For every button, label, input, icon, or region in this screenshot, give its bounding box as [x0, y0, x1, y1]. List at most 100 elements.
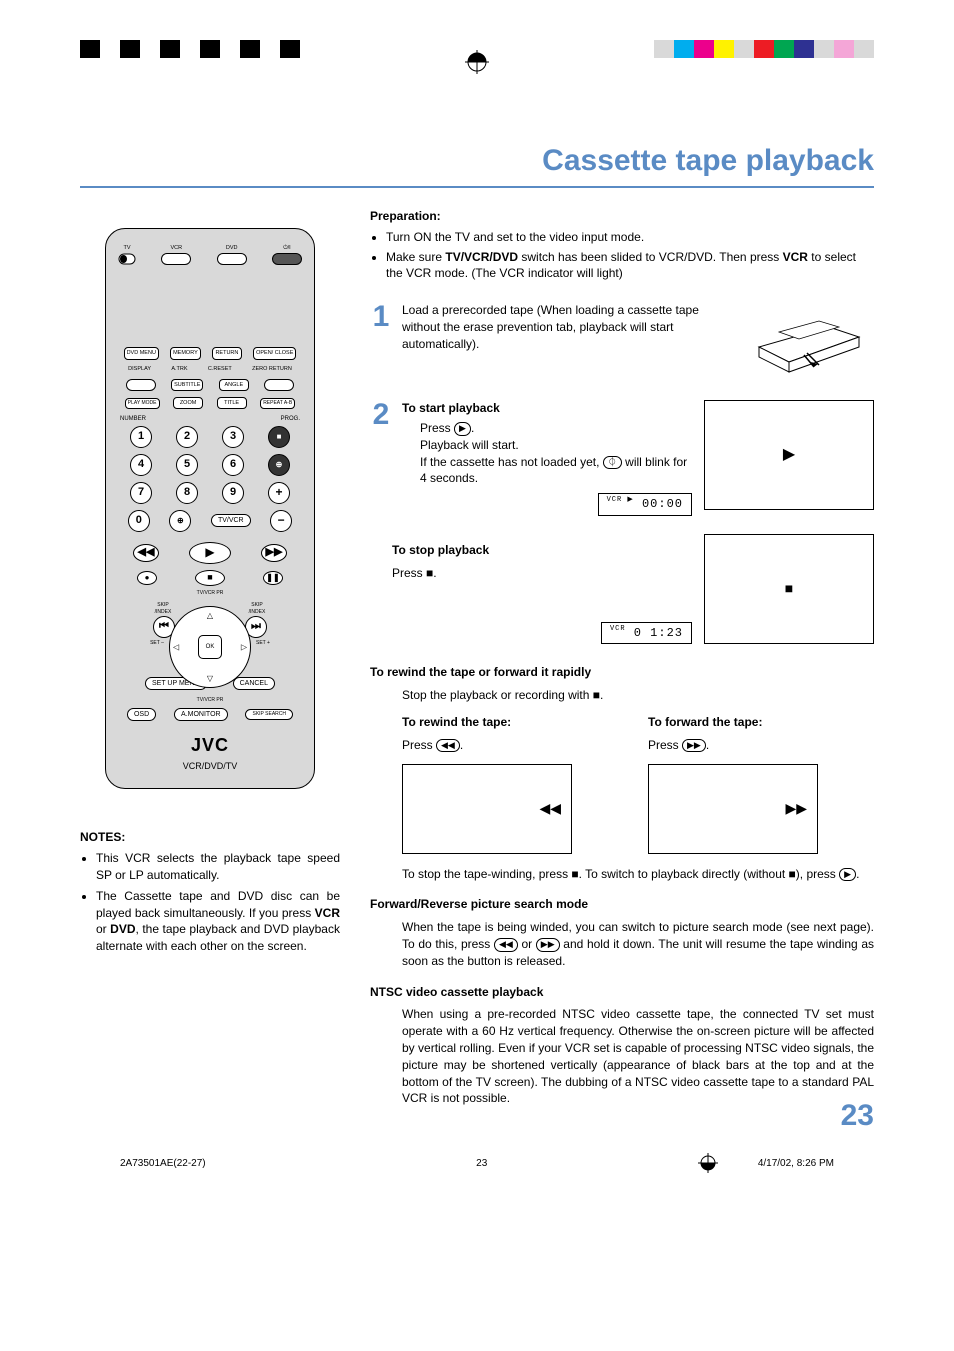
skip-right-label: SKIP /INDEX	[243, 602, 271, 616]
preparation-section: Preparation: Turn ON the TV and set to t…	[370, 208, 874, 282]
forward-button: ▶▶	[261, 544, 287, 562]
tvvcrpr-up-label: TV/VCR PR	[197, 590, 224, 597]
note-item: The Cassette tape and DVD disc can be pl…	[96, 888, 340, 955]
display-label: DISPLAY	[128, 366, 151, 374]
forward-icon: ▶▶	[682, 739, 706, 753]
set-plus-label: SET +	[253, 640, 273, 647]
footer-page: 23	[476, 1157, 487, 1171]
notes-section: NOTES: This VCR selects the playback tap…	[80, 829, 340, 955]
num-0: 0	[128, 510, 150, 532]
angle-button: ANGLE	[219, 379, 249, 391]
power-button	[272, 253, 302, 265]
stop-button: ■	[195, 570, 225, 586]
rewind-button: ◀◀	[133, 544, 159, 562]
rewind-title: To rewind the tape or forward it rapidly	[370, 664, 874, 681]
rewind-subtitle: To rewind the tape:	[402, 714, 628, 731]
minus-button: −	[270, 510, 292, 532]
play-icon: ▶	[839, 868, 856, 882]
prep-item: Turn ON the TV and set to the video inpu…	[386, 229, 874, 246]
cancel-button: CANCEL	[233, 677, 275, 690]
play-button: ▶	[189, 542, 231, 564]
timer-button: ⊕	[268, 454, 290, 476]
tv-input-button: ⊕	[169, 510, 191, 532]
registration-bars-bw	[80, 40, 300, 58]
zero-return-button	[264, 379, 294, 391]
page-body: Cassette tape playback TV VCR DVD ⏻/I DV…	[0, 140, 954, 1147]
remote-illustration: TV VCR DVD ⏻/I DVD MENU MEMORY RETURN OP…	[105, 228, 315, 789]
prog-label: PROG.	[281, 415, 300, 423]
tvvcrpr-dn-label: TV/VCR PR	[197, 697, 224, 704]
footer-doc-id: 2A73501AE(22-27)	[120, 1157, 206, 1171]
forward-icon: ▶▶	[536, 938, 560, 952]
openclose-button: OPEN/ CLOSE	[253, 347, 296, 359]
num-4: 4	[130, 454, 152, 476]
play-icon: ▶	[454, 422, 471, 436]
footer: 2A73501AE(22-27) 23 4/17/02, 8:26 PM	[0, 1147, 954, 1201]
forward-subtitle: To forward the tape:	[648, 714, 874, 731]
num-6: 6	[222, 454, 244, 476]
ntsc-section: NTSC video cassette playback When using …	[370, 984, 874, 1108]
vcr-button	[161, 253, 191, 265]
rewind-section: To rewind the tape or forward it rapidly…	[370, 664, 874, 882]
notes-heading: NOTES:	[80, 829, 340, 846]
picsearch-title: Forward/Reverse picture search mode	[370, 896, 874, 913]
memory-button: MEMORY	[170, 347, 201, 359]
title-button: TITLE	[217, 397, 247, 409]
stop-text: Press ■.	[392, 565, 692, 582]
picsearch-section: Forward/Reverse picture search mode When…	[370, 896, 874, 969]
number-label: NUMBER	[120, 415, 146, 423]
step-text: Load a prerecorded tape (When loading a …	[402, 302, 732, 352]
forward-press: Press ▶▶.	[648, 737, 874, 754]
subtitle-button: SUBTITLE	[171, 379, 203, 391]
zoom-button: ZOOM	[173, 397, 203, 409]
rewind-diagram: ◀◀	[402, 764, 572, 854]
remote-tv-label: TV	[118, 245, 136, 253]
plus-button: +	[268, 482, 290, 504]
step-1: 1 Load a prerecorded tape (When loading …	[370, 302, 874, 382]
step-title: To start playback	[402, 400, 692, 417]
note-item: This VCR selects the playback tape speed…	[96, 850, 340, 884]
dpad: SKIP /INDEX SKIP /INDEX SET – SET + TV/V…	[155, 592, 265, 702]
repeat-button: REPEAT A-B	[260, 398, 295, 410]
rewind-after: To stop the tape-winding, press ■. To sw…	[402, 866, 874, 883]
rec-button: ●	[137, 571, 157, 585]
page-title: Cassette tape playback	[80, 140, 874, 188]
creset-label: C.RESET	[208, 366, 232, 374]
set-minus-label: SET –	[147, 640, 167, 647]
ok-button: OK	[198, 635, 222, 659]
dvdmenu-button: DVD MENU	[124, 347, 159, 359]
remote-dvd-label: DVD	[217, 245, 247, 253]
stop-title: To stop playback	[392, 542, 692, 559]
rewind-icon: ◀◀	[494, 938, 518, 952]
rewind-icon: ◀◀	[436, 739, 460, 753]
cassette-insert-illustration	[744, 302, 874, 382]
display-button	[126, 379, 156, 391]
num-5: 5	[176, 454, 198, 476]
osd-button: OSD	[127, 708, 156, 721]
picsearch-text: When the tape is being winded, you can s…	[370, 919, 874, 969]
tvvcr-button: TV/VCR	[211, 514, 251, 527]
ntsc-text: When using a pre-recorded NTSC video cas…	[370, 1006, 874, 1107]
dvd-button	[217, 253, 247, 265]
amonitor-button: A.MONITOR	[174, 708, 228, 721]
lcd-display: VCR ▶ 00:00	[598, 493, 692, 516]
pause-button: ❚❚	[263, 571, 283, 585]
page-number: 23	[841, 1095, 874, 1137]
playmode-button: PLAY MODE	[125, 398, 160, 410]
num-8: 8	[176, 482, 198, 504]
stop-section: To stop playback Press ■. VCR 0 1:23 ■	[370, 534, 874, 644]
skipsearch-button: SKIP SEARCH	[245, 709, 293, 720]
num-7: 7	[130, 482, 152, 504]
num-2: 2	[176, 426, 198, 448]
zeroreturn-label: ZERO RETURN	[252, 366, 292, 374]
atrk-label: A.TRK	[171, 366, 187, 374]
step-text: Press ▶. Playback will start. If the cas…	[402, 420, 692, 516]
tv-switch-icon	[118, 253, 136, 265]
skip-left-label: SKIP /INDEX	[149, 602, 177, 616]
remote-vcr-label: VCR	[161, 245, 191, 253]
step-number: 2	[370, 400, 392, 430]
rewind-press: Press ◀◀.	[402, 737, 628, 754]
power-icon: ⏻/I	[272, 245, 302, 253]
registration-mark-icon	[465, 50, 489, 79]
registration-bars-color	[654, 40, 874, 58]
